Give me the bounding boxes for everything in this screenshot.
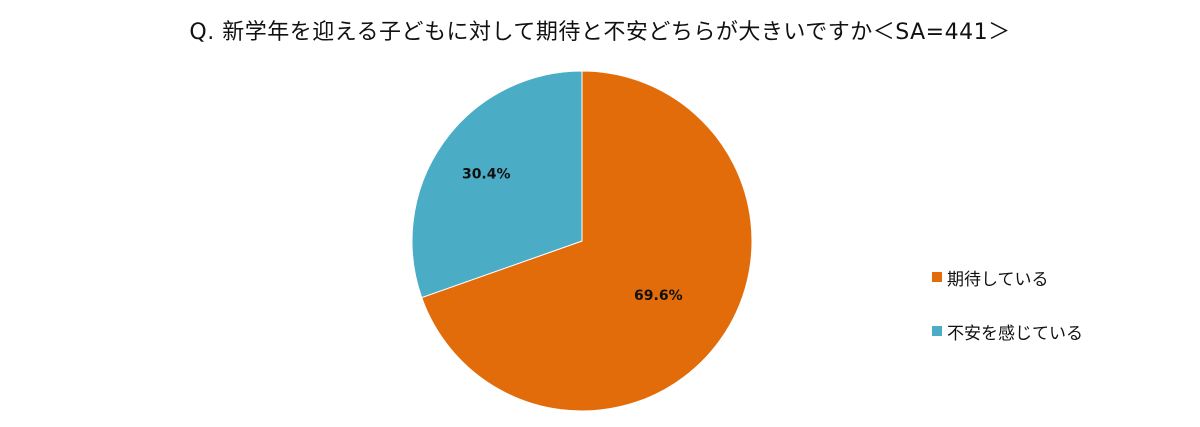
pie-slice-anxious xyxy=(411,70,583,299)
legend: 期待している 不安を感じている xyxy=(932,265,1172,373)
chart-title: Q. 新学年を迎える子どもに対して期待と不安どちらが大きいですか＜SA=441＞ xyxy=(189,20,1011,45)
legend-item-expect: 期待している xyxy=(932,265,1172,290)
pie-slices xyxy=(411,70,753,412)
data-label-expect: 69.6% xyxy=(634,288,683,304)
legend-swatch-anxious xyxy=(932,326,942,336)
legend-item-anxious: 不安を感じている xyxy=(932,319,1172,344)
legend-label-expect: 期待している xyxy=(947,269,1049,290)
data-label-anxious: 30.4% xyxy=(462,166,511,182)
legend-swatch-expect xyxy=(932,272,942,282)
legend-label-anxious: 不安を感じている xyxy=(947,323,1083,344)
pie-data-labels: 69.6% 30.4% xyxy=(462,166,683,304)
pie-slice-expect xyxy=(421,70,753,412)
